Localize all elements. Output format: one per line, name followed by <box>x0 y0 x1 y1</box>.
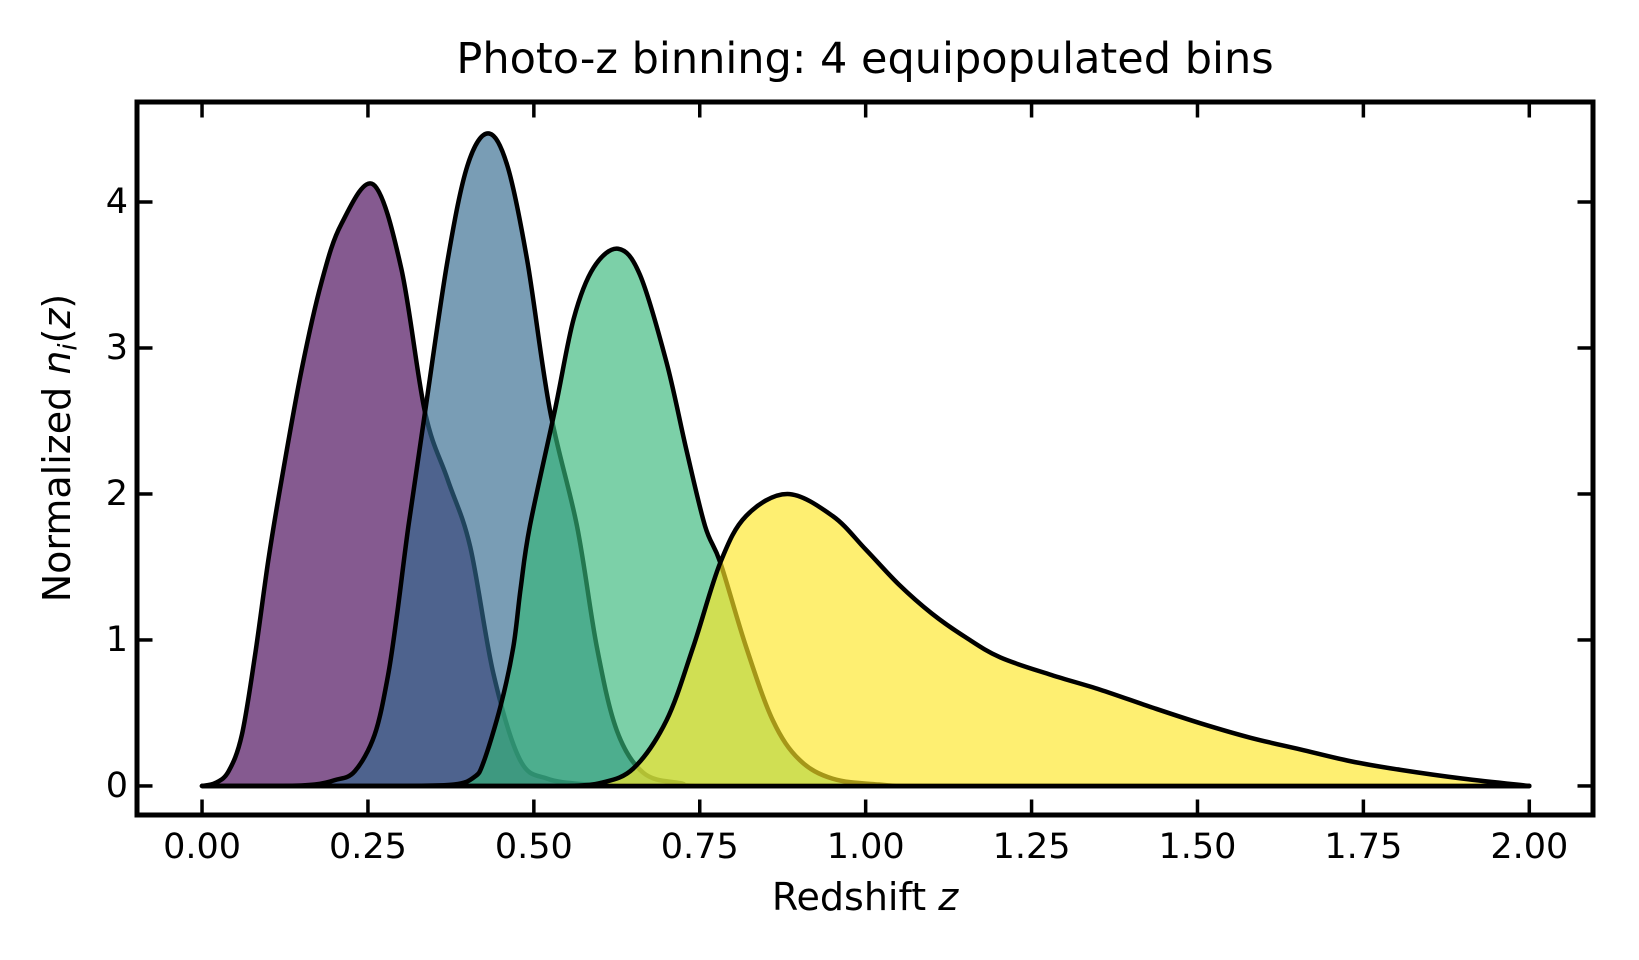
y-tick-label: 0 <box>105 765 128 806</box>
x-axis-label-variable: z <box>938 875 959 919</box>
x-tick-label: 0.25 <box>328 827 407 867</box>
y-tick-label: 3 <box>105 327 128 368</box>
axes-spines <box>134 99 1596 818</box>
chart-title: Photo-z binning: 4 equipopulated bins <box>456 34 1274 84</box>
x-axis-label: Redshift z <box>137 875 1593 920</box>
x-tick-label: 0.75 <box>660 827 739 867</box>
x-tick-label: 1.25 <box>992 827 1071 867</box>
x-axis-label-text: Redshift <box>771 875 927 919</box>
x-tick-label: 1.50 <box>1158 827 1237 867</box>
x-tick-label: 1.75 <box>1324 827 1403 867</box>
x-tick-label: 1.00 <box>826 827 905 867</box>
y-axis-label-close-paren: ) <box>35 293 79 309</box>
y-tick-label: 4 <box>105 182 128 222</box>
x-tick-label: 2.00 <box>1490 827 1569 867</box>
y-axis-label-argument: z <box>35 308 79 329</box>
y-tick-label: 1 <box>105 619 128 660</box>
x-tick-label: 0.50 <box>494 827 573 867</box>
y-tick-label: 2 <box>105 473 128 514</box>
bin-4-curve <box>199 491 1532 789</box>
x-tick-label: 0.00 <box>163 827 241 867</box>
